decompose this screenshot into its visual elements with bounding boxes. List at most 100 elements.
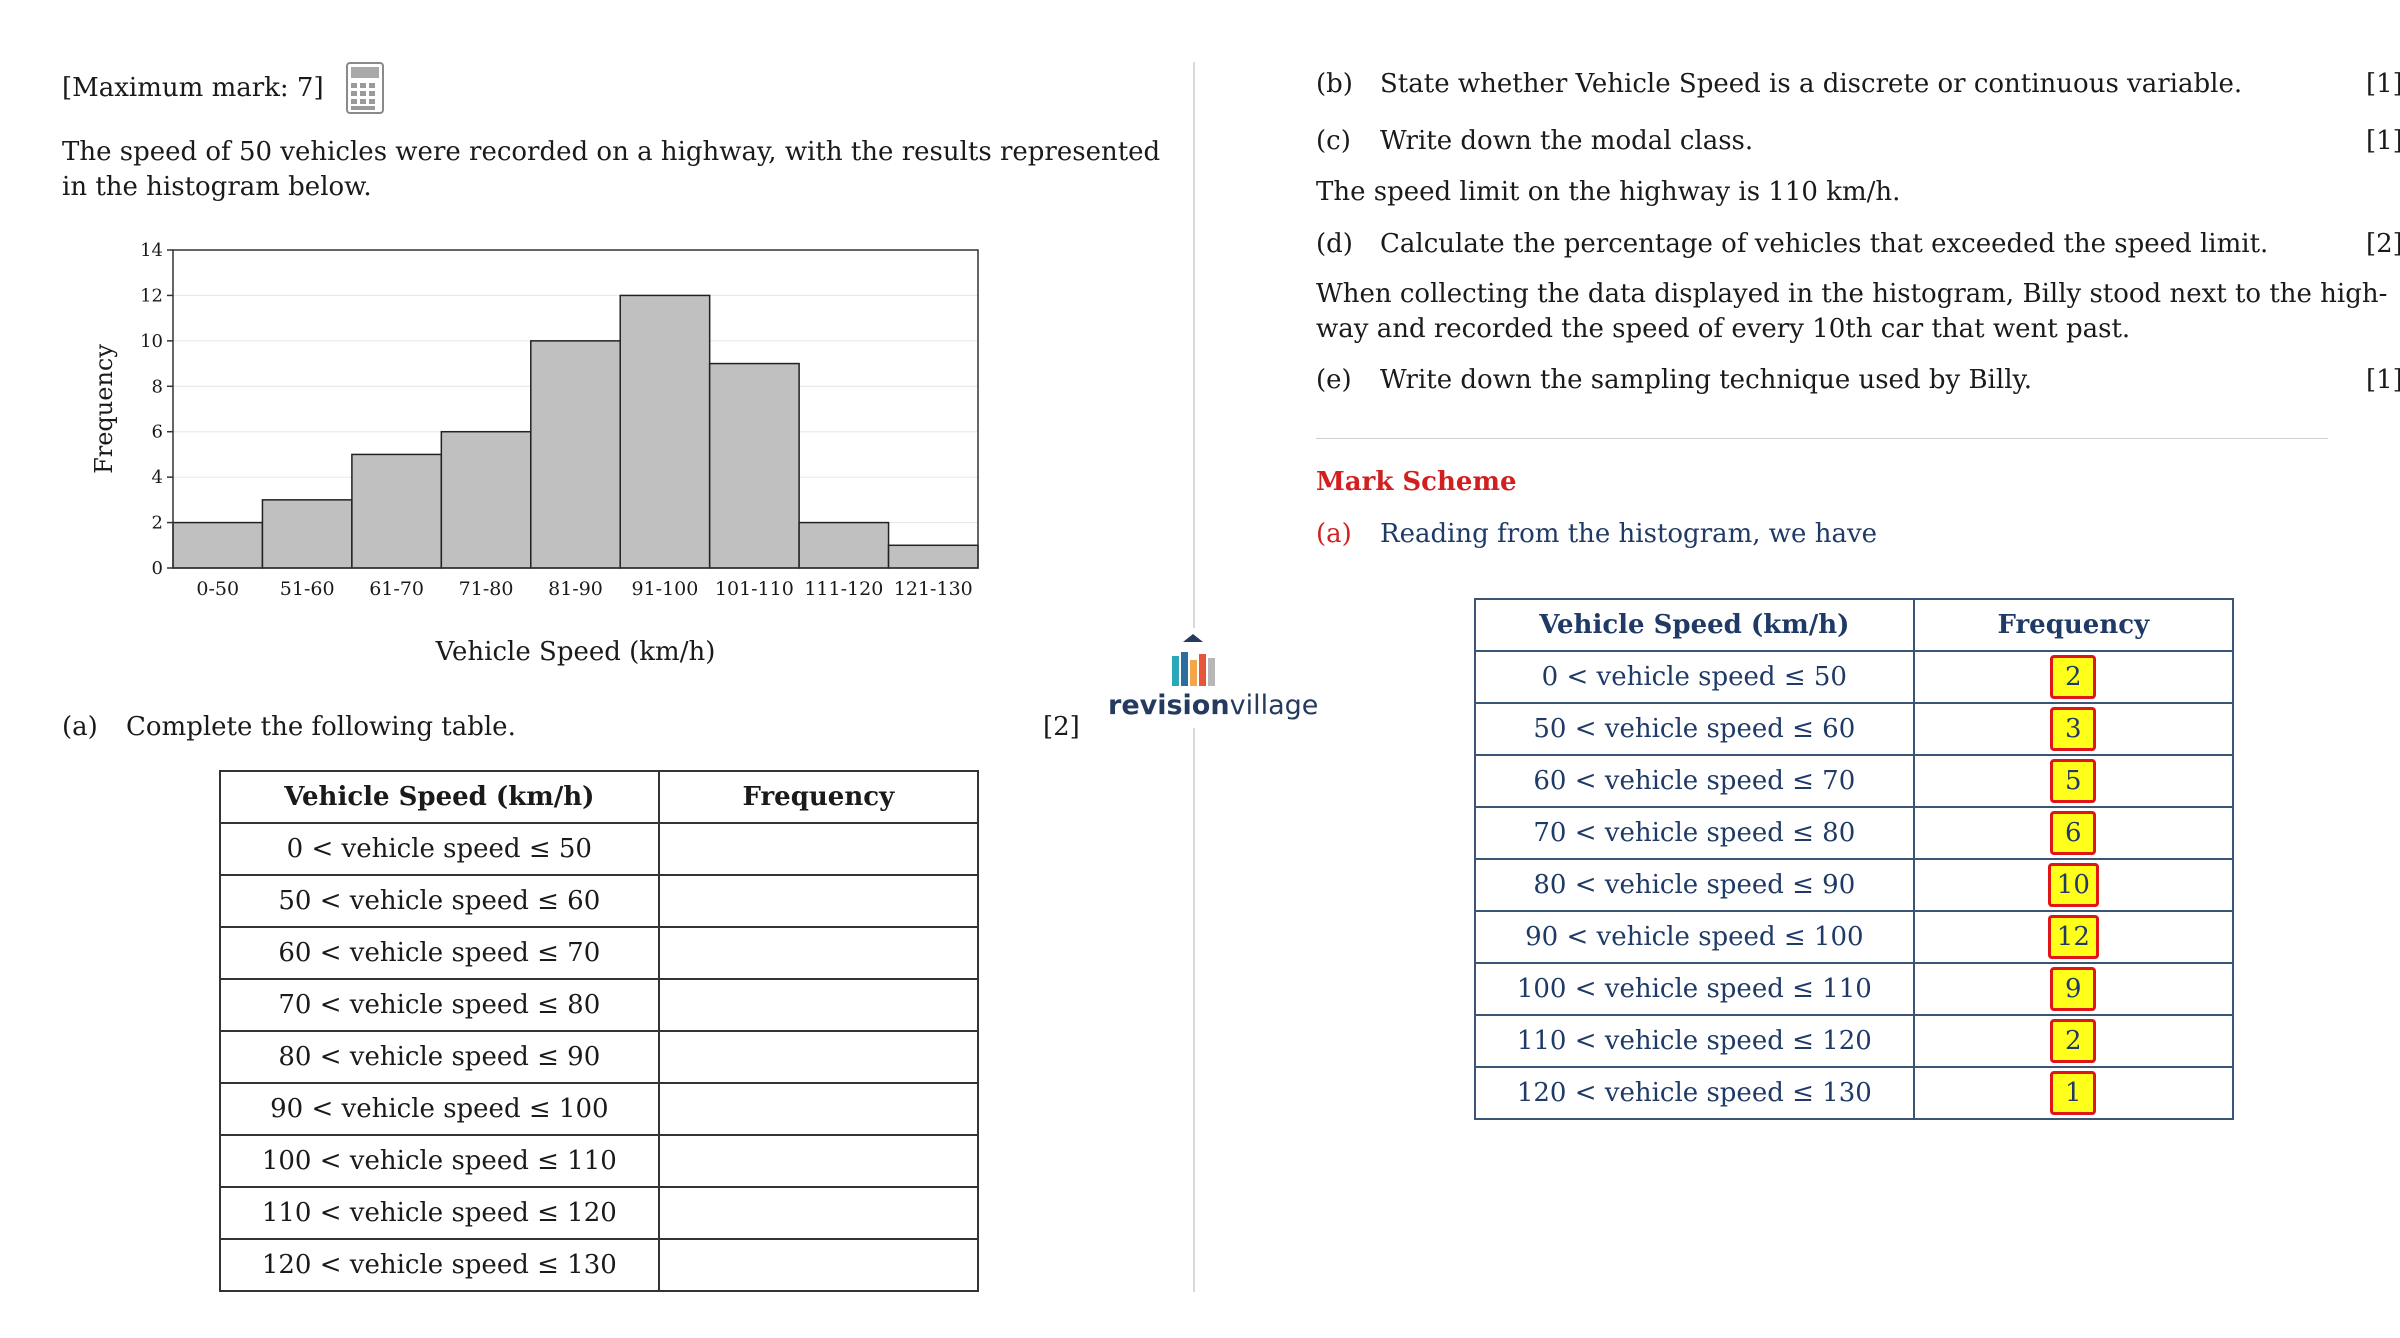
histogram-bar: [172, 521, 264, 569]
collecting-line-1: When collecting the data displayed in th…: [1316, 279, 2388, 309]
frequency-answer-badge: 2: [2050, 1019, 2097, 1063]
part-d-label: (d): [1316, 229, 1353, 259]
calculator-icon: [346, 62, 384, 114]
x-tick-label: 0-50: [196, 578, 239, 600]
table-row: 120 < vehicle speed ≤ 130 1: [1474, 1066, 2235, 1120]
part-d-marks: [2]: [2366, 229, 2400, 259]
speed-class-cell: 110 < vehicle speed ≤ 120: [1474, 1014, 1915, 1068]
part-c-label: (c): [1316, 126, 1351, 156]
x-tick-label: 121-130: [894, 578, 973, 600]
speed-class-cell: 80 < vehicle speed ≤ 90: [1474, 858, 1915, 912]
histogram-bar: [798, 521, 890, 569]
frequency-cell: 2: [1912, 1014, 2235, 1068]
logo: revisionvillage: [1108, 628, 1318, 728]
table-row: 80 < vehicle speed ≤ 90 10: [1474, 858, 2235, 912]
table-header-row: Vehicle Speed (km/h) Frequency: [1474, 598, 2235, 652]
frequency-answer-badge: 6: [2050, 811, 2097, 855]
x-tick-label: 91-100: [632, 578, 699, 600]
frequency-input-cell[interactable]: [657, 978, 980, 1032]
y-tick-label: 4: [152, 467, 163, 488]
frequency-answer-badge: 1: [2050, 1071, 2097, 1115]
speed-class-cell: 50 < vehicle speed ≤ 60: [219, 874, 660, 928]
histogram-chart: 0 2 4 6 8 10 12 14 0-50 51-60 61-70 71-80 81-90 91-10…: [90, 240, 979, 667]
speed-class-cell: 110 < vehicle speed ≤ 120: [219, 1186, 660, 1240]
frequency-input-cell[interactable]: [657, 822, 980, 876]
speed-class-cell: 120 < vehicle speed ≤ 130: [1474, 1066, 1915, 1120]
table-row: 110 < vehicle speed ≤ 120 2: [1474, 1014, 2235, 1068]
frequency-input-cell[interactable]: [657, 926, 980, 980]
frequency-input-cell[interactable]: [657, 1082, 980, 1136]
speed-limit-text: The speed limit on the highway is 110 km…: [1316, 177, 1901, 207]
frequency-input-cell[interactable]: [657, 874, 980, 928]
part-a-marks: [2]: [1043, 712, 1080, 742]
speed-class-cell: 70 < vehicle speed ≤ 80: [1474, 806, 1915, 860]
part-e-marks: [1]: [2366, 365, 2400, 395]
ms-part-a-label: (a): [1316, 519, 1352, 549]
frequency-input-cell[interactable]: [657, 1186, 980, 1240]
speed-class-cell: 60 < vehicle speed ≤ 70: [1474, 754, 1915, 808]
intro-line-2: in the histogram below.: [62, 172, 372, 202]
frequency-input-cell[interactable]: [657, 1134, 980, 1188]
logo-rest-part: village: [1229, 690, 1319, 721]
table-header-frequency: Frequency: [657, 770, 980, 824]
frequency-answer-badge: 12: [2047, 915, 2099, 959]
frequency-cell: 2: [1912, 650, 2235, 704]
part-c-text: Write down the modal class.: [1380, 126, 1754, 156]
part-c-marks: [1]: [2366, 126, 2400, 156]
max-mark: [Maximum mark: 7]: [62, 73, 324, 103]
y-tick-label: 0: [152, 558, 163, 579]
y-tick-label: 12: [140, 285, 163, 306]
y-tick-label: 6: [152, 422, 163, 443]
mark-scheme-frequency-table: Vehicle Speed (km/h) Frequency 0 < vehic…: [1474, 598, 2235, 1120]
y-tick-label: 14: [140, 240, 163, 261]
table-row: 110 < vehicle speed ≤ 120: [219, 1186, 980, 1240]
frequency-input-cell[interactable]: [657, 1030, 980, 1084]
table-row: 50 < vehicle speed ≤ 60 3: [1474, 702, 2235, 756]
part-b-label: (b): [1316, 69, 1353, 99]
section-rule: [1316, 438, 2328, 439]
frequency-answer-badge: 9: [2050, 967, 2097, 1011]
frequency-answer-badge: 10: [2047, 863, 2099, 907]
x-tick-label: 61-70: [369, 578, 424, 600]
x-tick-label: 71-80: [459, 578, 514, 600]
frequency-input-cell[interactable]: [657, 1238, 980, 1292]
frequency-cell: 12: [1912, 910, 2235, 964]
frequency-answer-badge: 5: [2050, 759, 2097, 803]
table-row: 60 < vehicle speed ≤ 70 5: [1474, 754, 2235, 808]
collecting-line-2: way and recorded the speed of every 10th…: [1316, 314, 2131, 344]
speed-class-cell: 0 < vehicle speed ≤ 50: [219, 822, 660, 876]
mark-scheme-title: Mark Scheme: [1316, 467, 1517, 497]
part-a-text: Complete the following table.: [126, 712, 516, 742]
table-row: 60 < vehicle speed ≤ 70: [219, 926, 980, 980]
intro-line-1: The speed of 50 vehicles were recorded o…: [62, 137, 1161, 167]
table-row: 80 < vehicle speed ≤ 90: [219, 1030, 980, 1084]
table-row: 0 < vehicle speed ≤ 50: [219, 822, 980, 876]
table-row: 70 < vehicle speed ≤ 80 6: [1474, 806, 2235, 860]
part-b-text: State whether Vehicle Speed is a discret…: [1380, 69, 2243, 99]
frequency-table-blank: Vehicle Speed (km/h) Frequency 0 < vehic…: [219, 770, 980, 1292]
table-row: 100 < vehicle speed ≤ 110 9: [1474, 962, 2235, 1016]
table-header-speed: Vehicle Speed (km/h): [1474, 598, 1915, 652]
x-tick-label: 111-120: [804, 578, 883, 600]
x-tick-label: 81-90: [548, 578, 603, 600]
histogram-bar: [261, 499, 353, 569]
speed-class-cell: 100 < vehicle speed ≤ 110: [219, 1134, 660, 1188]
frequency-cell: 3: [1912, 702, 2235, 756]
x-axis-label: Vehicle Speed (km/h): [435, 637, 716, 667]
speed-class-cell: 100 < vehicle speed ≤ 110: [1474, 962, 1915, 1016]
speed-class-cell: 50 < vehicle speed ≤ 60: [1474, 702, 1915, 756]
histogram-bar: [619, 294, 711, 569]
revisionvillage-logo-icon: [1172, 634, 1215, 686]
y-axis-label: Frequency: [90, 344, 118, 474]
speed-class-cell: 0 < vehicle speed ≤ 50: [1474, 650, 1915, 704]
histogram-bar: [530, 340, 621, 569]
histogram-bar: [351, 453, 443, 569]
table-header-row: Vehicle Speed (km/h) Frequency: [219, 770, 980, 824]
revisionvillage-wordmark: revisionvillage: [1108, 690, 1318, 721]
histogram-bar: [440, 430, 532, 569]
histogram-bar: [887, 544, 979, 569]
plot-frame: [172, 249, 979, 569]
table-row: 50 < vehicle speed ≤ 60: [219, 874, 980, 928]
speed-class-cell: 90 < vehicle speed ≤ 100: [219, 1082, 660, 1136]
y-tick-label: 10: [140, 331, 163, 352]
